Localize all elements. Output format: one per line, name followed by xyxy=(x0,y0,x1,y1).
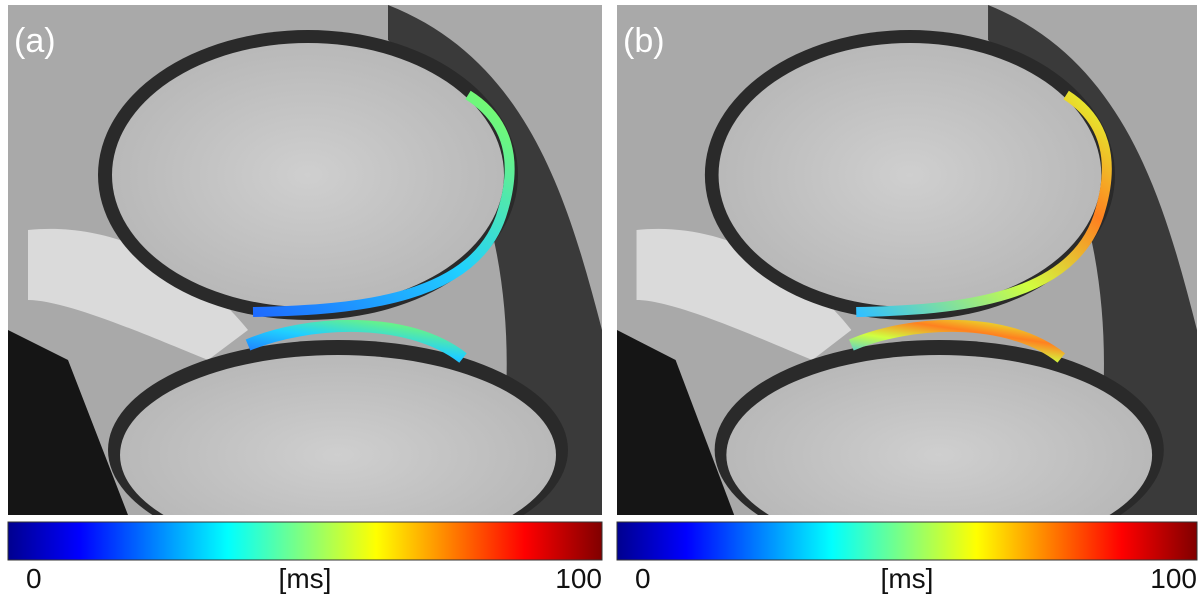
panel-label: (b) xyxy=(623,22,665,60)
colorbar xyxy=(7,521,603,561)
colorbar-min: 0 xyxy=(635,563,651,594)
colorbar-max: 100 xyxy=(1150,563,1197,594)
fat-pad xyxy=(28,228,248,360)
tibia xyxy=(120,355,556,515)
femur xyxy=(718,43,1102,307)
panel: (a) 0 100 [ms] xyxy=(7,5,603,594)
femur xyxy=(112,43,504,307)
colorbar-min: 0 xyxy=(26,563,42,594)
dark-region xyxy=(8,330,128,515)
dark-region xyxy=(617,330,735,515)
tibial-cartilage xyxy=(848,320,1066,363)
panel: (b) 0 100 [ms] xyxy=(616,5,1198,594)
femoral-cartilage xyxy=(856,90,1112,317)
tibia xyxy=(726,355,1153,515)
panel-label: (a) xyxy=(14,22,56,60)
tendon xyxy=(988,5,1197,515)
colorbar-unit: [ms] xyxy=(881,563,934,594)
mri-image xyxy=(617,5,1197,515)
mri-image xyxy=(8,5,602,515)
colorbar-max: 100 xyxy=(555,563,602,594)
colorbar xyxy=(616,521,1198,561)
femoral-cartilage xyxy=(252,90,515,317)
tibial-cartilage xyxy=(245,320,467,363)
fat-pad xyxy=(636,228,852,360)
colorbar-unit: [ms] xyxy=(279,563,332,594)
tendon xyxy=(388,5,602,515)
